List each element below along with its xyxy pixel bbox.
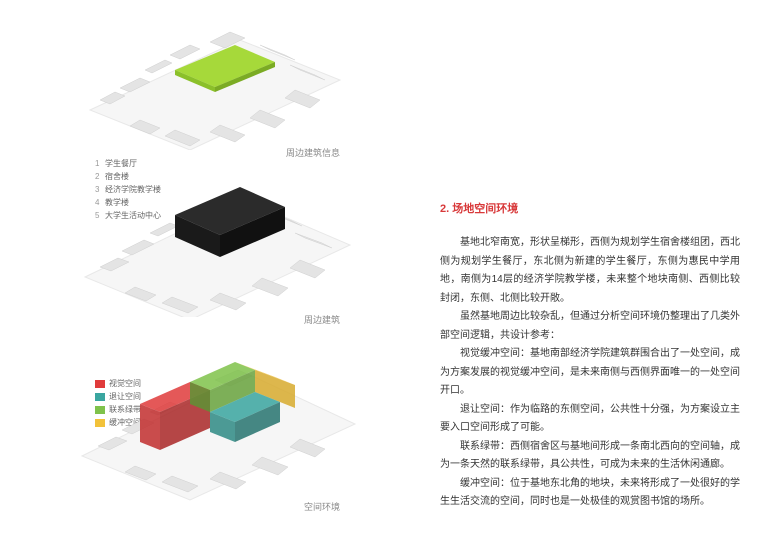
para: 视觉缓冲空间：基地南部经济学院建筑群围合出了一处空间，成为方案发展的视觉缓冲空间… bbox=[440, 345, 740, 401]
para: 虽然基地周边比较杂乱，但通过分析空间环境仍整理出了几类外部空间逻辑，共设计参考： bbox=[440, 308, 740, 345]
para: 退让空间：作为临路的东侧空间，公共性十分强，为方案设立主要入口空间形成了可能。 bbox=[440, 401, 740, 438]
caption-1: 周边建筑信息 bbox=[0, 146, 400, 159]
body-text: 基地北窄南宽，形状呈梯形，西侧为规划学生宿舍楼组团，西北侧为规划学生餐厅，东北侧… bbox=[440, 234, 740, 512]
diagram-site-info: 周边建筑信息 bbox=[0, 10, 400, 159]
axon-diagram-3 bbox=[0, 334, 400, 504]
diagram-surrounding: 周边建筑 bbox=[0, 167, 400, 326]
section-title: 2. 场地空间环境 bbox=[440, 200, 740, 216]
caption-3: 空间环境 bbox=[0, 500, 400, 513]
axon-diagram-2 bbox=[0, 167, 400, 317]
diagram-space-env: 空间环境 bbox=[0, 334, 400, 513]
para: 基地北窄南宽，形状呈梯形，西侧为规划学生宿舍楼组团，西北侧为规划学生餐厅，东北侧… bbox=[440, 234, 740, 308]
para: 联系绿带：西侧宿舍区与基地间形成一条南北西向的空间轴，成为一条天然的联系绿带，具… bbox=[440, 438, 740, 475]
diagrams-column: 周边建筑信息 1学生餐厅 2宿舍楼 3经济学院教学楼 4教学楼 5大学生活动中心 bbox=[0, 0, 400, 547]
para: 缓冲空间：位于基地东北角的地块，未来将形成了一处很好的学生生活交流的空间，同时也… bbox=[440, 475, 740, 512]
text-column: 2. 场地空间环境 基地北窄南宽，形状呈梯形，西侧为规划学生宿舍楼组团，西北侧为… bbox=[400, 0, 760, 547]
axon-diagram-1 bbox=[0, 10, 400, 150]
